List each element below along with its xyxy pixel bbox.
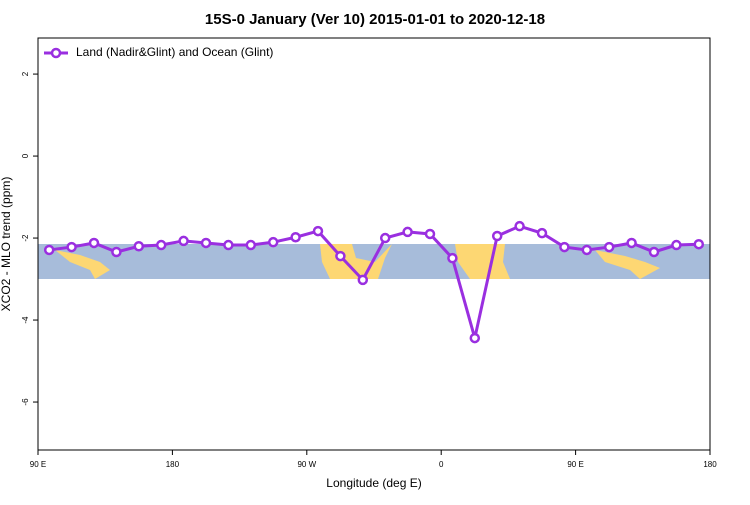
point: [536, 227, 548, 239]
legend-label: Land (Nadir&Glint) and Ocean (Glint): [76, 45, 273, 59]
point: [424, 228, 436, 240]
point: [267, 236, 279, 248]
point: [133, 241, 145, 252]
x-tick-label: 180: [166, 460, 180, 469]
point: [447, 252, 458, 264]
y-tick-label: 2: [21, 71, 30, 76]
y-tick-label: -4: [21, 316, 30, 324]
point: [178, 235, 189, 247]
point: [245, 239, 257, 251]
x-axis-label: Longitude (deg E): [326, 476, 421, 490]
point: [402, 226, 413, 238]
point: [379, 232, 391, 244]
x-tick-label: 90 E: [567, 460, 583, 469]
y-axis-label: XCO2 - MLO trend (ppm): [0, 177, 13, 312]
point: [626, 237, 637, 249]
chart-title: 15S-0 January (Ver 10) 2015-01-01 to 202…: [205, 11, 545, 28]
land: [55, 250, 110, 279]
y-tick-label: 0: [21, 153, 30, 158]
point: [290, 231, 301, 243]
point: [66, 241, 77, 253]
plot-frame: [37, 37, 711, 451]
land: [455, 244, 510, 279]
x-tick-label: 90 W: [297, 460, 316, 469]
point: [335, 250, 346, 262]
y-tick-label: -2: [21, 234, 30, 242]
x-tick-label: 180: [703, 460, 717, 469]
point: [155, 239, 167, 251]
point: [559, 241, 570, 253]
point: [671, 239, 682, 251]
point: [469, 332, 481, 344]
x-tick-label: 90 E: [30, 460, 46, 469]
x-tick-label: 0: [439, 460, 444, 469]
point: [491, 230, 503, 242]
point: [223, 239, 234, 251]
point: [312, 225, 324, 237]
point: [111, 246, 122, 258]
point: [88, 237, 100, 249]
legend-marker: [50, 47, 62, 59]
point: [603, 241, 615, 253]
point: [200, 237, 212, 249]
point: [693, 238, 705, 250]
point: [581, 244, 593, 256]
point: [43, 244, 55, 256]
point: [648, 246, 660, 258]
y-tick-label: -6: [21, 398, 30, 406]
land: [595, 250, 660, 279]
point: [514, 220, 525, 232]
point: [357, 274, 369, 286]
